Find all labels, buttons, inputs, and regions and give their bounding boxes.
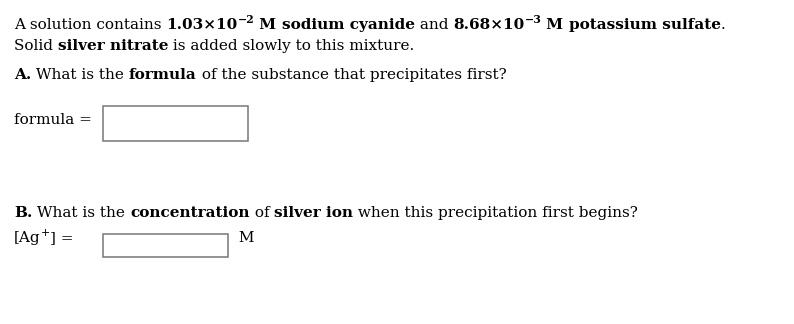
Text: A solution contains: A solution contains (14, 18, 167, 32)
Text: .: . (721, 18, 726, 32)
Text: potassium sulfate: potassium sulfate (569, 18, 721, 32)
Text: M: M (254, 18, 282, 32)
Text: silver ion: silver ion (274, 206, 353, 220)
Text: of: of (249, 206, 274, 220)
Text: and: and (414, 18, 453, 32)
Text: M: M (542, 18, 569, 32)
Text: 1.03×10: 1.03×10 (167, 18, 237, 32)
Bar (103, 106, 248, 141)
Text: B.: B. (14, 206, 33, 220)
Text: Solid: Solid (14, 39, 58, 53)
Text: formula =: formula = (14, 113, 92, 127)
Text: sodium cyanide: sodium cyanide (282, 18, 414, 32)
Text: concentration: concentration (130, 206, 249, 220)
Bar (103, 234, 228, 257)
Text: when this precipitation first begins?: when this precipitation first begins? (353, 206, 638, 220)
Text: is added slowly to this mixture.: is added slowly to this mixture. (168, 39, 414, 53)
Text: ] =: ] = (50, 231, 73, 245)
Text: −2: −2 (237, 14, 254, 25)
Text: [Ag: [Ag (14, 231, 40, 245)
Text: formula: formula (129, 68, 197, 82)
Text: silver nitrate: silver nitrate (58, 39, 168, 53)
Text: What is the: What is the (33, 206, 130, 220)
Text: of the substance that precipitates first?: of the substance that precipitates first… (197, 68, 507, 82)
Text: M: M (234, 231, 255, 245)
Text: −3: −3 (524, 14, 542, 25)
Text: +: + (40, 228, 50, 238)
Text: A.: A. (14, 68, 31, 82)
Text: 8.68×10: 8.68×10 (453, 18, 524, 32)
Text: What is the: What is the (31, 68, 129, 82)
